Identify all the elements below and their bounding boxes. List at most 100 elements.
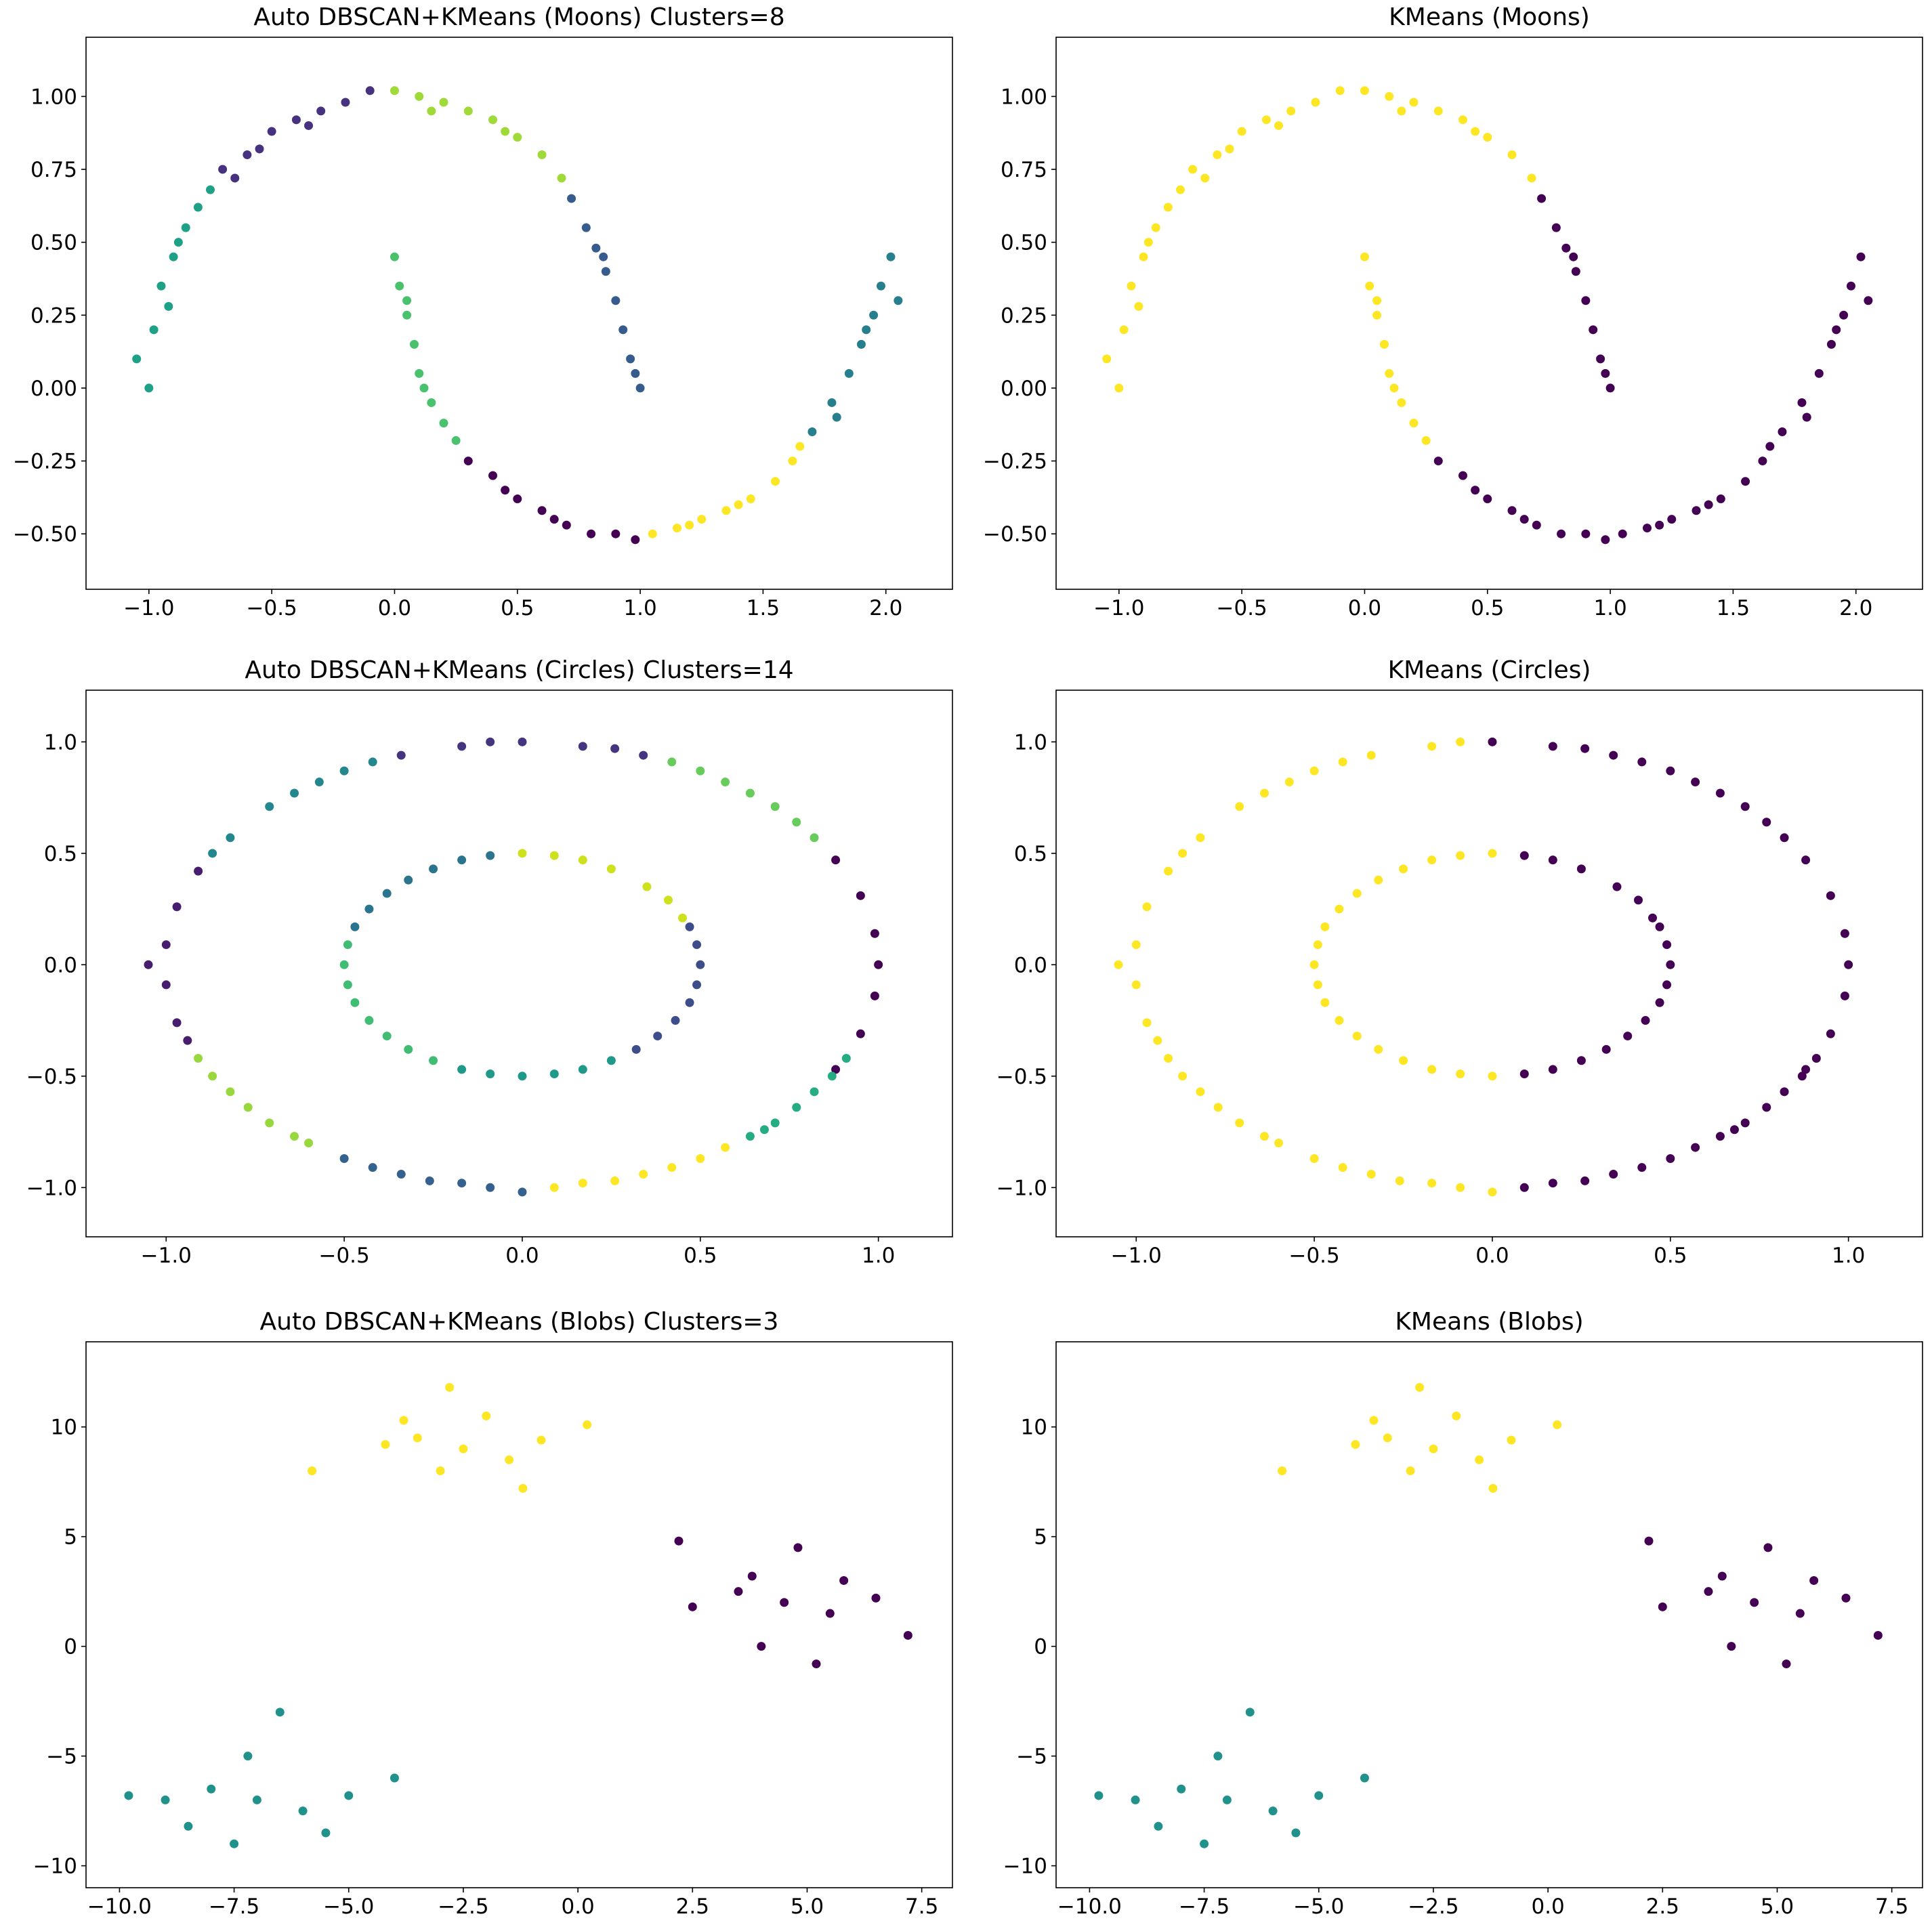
y-tick-label: −0.5	[996, 1065, 1047, 1089]
x-tick-label: −10.0	[87, 1894, 152, 1919]
x-tick-label: −0.5	[318, 1244, 369, 1268]
y-tick-label: −10	[33, 1855, 77, 1879]
x-tick-label: 0.5	[1471, 596, 1504, 620]
point	[688, 1602, 697, 1611]
point	[578, 1179, 587, 1188]
point	[518, 1187, 527, 1197]
point	[1826, 339, 1836, 349]
x-tick-label: 5.0	[791, 1894, 824, 1919]
point	[734, 500, 743, 509]
point	[856, 339, 866, 349]
point	[770, 802, 780, 811]
point	[365, 86, 375, 96]
point	[501, 486, 510, 495]
point	[1780, 1087, 1789, 1097]
point	[562, 520, 571, 530]
x-tick-label: 0.5	[1654, 1244, 1687, 1268]
point	[230, 173, 240, 183]
y-tick-label: 0	[1034, 1635, 1047, 1659]
point	[1268, 1806, 1278, 1816]
point	[1801, 1065, 1811, 1074]
point	[549, 851, 559, 860]
point	[390, 252, 399, 261]
point	[1507, 1435, 1516, 1445]
point	[419, 383, 429, 393]
point	[1399, 864, 1408, 874]
point	[457, 1065, 467, 1074]
point	[518, 1072, 527, 1081]
point	[549, 1070, 559, 1079]
point	[792, 818, 801, 827]
point	[1320, 998, 1330, 1007]
y-tick-label: −0.50	[983, 522, 1047, 547]
point	[343, 940, 352, 950]
point	[1427, 742, 1437, 751]
point	[721, 1143, 730, 1152]
point	[457, 742, 467, 751]
point	[876, 281, 885, 291]
x-tick-label: 0.0	[1475, 1244, 1509, 1268]
point	[445, 1382, 455, 1392]
point	[1366, 1170, 1376, 1179]
x-tick-label: −1.0	[1093, 596, 1144, 620]
point	[1471, 486, 1480, 495]
y-tick-label: −1.0	[996, 1176, 1047, 1200]
point	[1213, 150, 1222, 160]
point	[457, 855, 467, 865]
point	[825, 1609, 835, 1618]
point	[1409, 98, 1419, 107]
point	[1338, 1163, 1347, 1172]
point	[1553, 1420, 1562, 1429]
x-tick-label: −1.0	[1111, 1244, 1162, 1268]
point	[1618, 529, 1627, 538]
y-tick-label: 0.50	[1001, 231, 1047, 255]
point	[390, 86, 399, 96]
x-tick-label: −2.5	[438, 1894, 488, 1919]
point	[1415, 1382, 1425, 1392]
point	[578, 855, 587, 865]
point	[1365, 281, 1374, 291]
point	[173, 238, 183, 247]
point	[1151, 223, 1160, 232]
y-tick-label: −0.25	[983, 450, 1047, 474]
point	[1196, 833, 1205, 843]
points	[1094, 1382, 1883, 1848]
y-tick-label: 0.25	[1001, 303, 1047, 328]
point	[1642, 524, 1652, 533]
y-tick-label: 0.5	[44, 842, 77, 866]
point	[1655, 520, 1664, 530]
point	[1507, 506, 1517, 515]
point	[1750, 1598, 1759, 1607]
point	[1372, 296, 1382, 305]
point	[1826, 891, 1835, 900]
point	[610, 1176, 620, 1185]
point	[1309, 1154, 1319, 1164]
point	[226, 1087, 235, 1097]
y-tick-label: 1.00	[1001, 85, 1047, 109]
point	[631, 535, 640, 545]
subplot: Auto DBSCAN+KMeans (Moons) Clusters=8 −1.…	[13, 3, 953, 620]
point	[505, 1455, 514, 1464]
y-tick-label: 0.0	[44, 953, 77, 977]
point	[1127, 281, 1136, 291]
point	[1309, 766, 1319, 776]
point	[1765, 442, 1775, 451]
point	[399, 1416, 408, 1425]
point	[1644, 1536, 1654, 1546]
point	[626, 354, 635, 364]
point	[697, 515, 707, 524]
point	[793, 1543, 803, 1552]
point	[771, 477, 780, 486]
y-tick-label: 1.0	[44, 730, 77, 755]
point	[831, 1065, 841, 1074]
point	[1488, 1187, 1497, 1197]
point	[1178, 849, 1188, 858]
chart-title: Auto DBSCAN+KMeans (Circles) Clusters=14	[245, 656, 793, 684]
point	[172, 902, 182, 912]
point	[132, 354, 142, 364]
point	[255, 144, 264, 154]
point	[1177, 1784, 1186, 1794]
point	[144, 960, 153, 969]
y-tick-label: 5	[64, 1525, 77, 1550]
point	[429, 864, 438, 874]
